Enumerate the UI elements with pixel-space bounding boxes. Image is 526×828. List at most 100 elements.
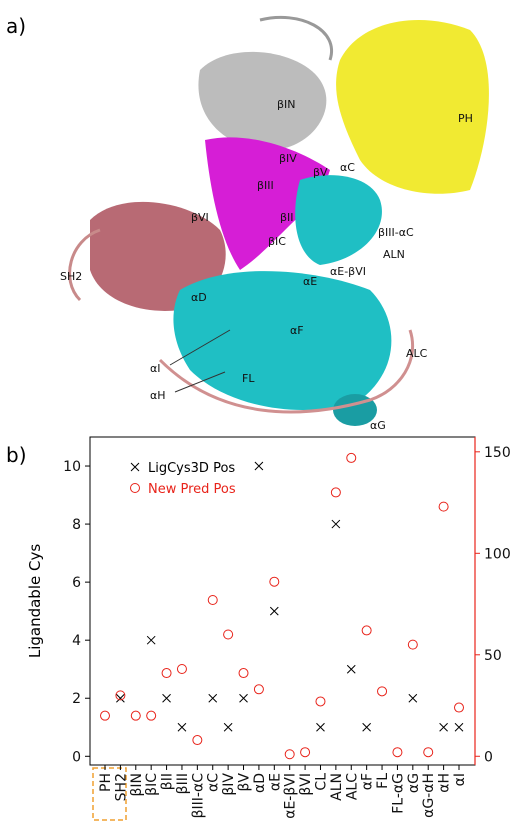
structure-label: αD	[191, 291, 207, 304]
y-tick-label: 8	[72, 517, 81, 533]
x-tick-label: ALC	[344, 773, 360, 800]
x-tick-label: αF	[360, 773, 376, 790]
circle-marker	[146, 710, 157, 721]
highlight-box	[92, 767, 127, 821]
circle-marker	[346, 452, 357, 463]
structure-label: αH	[150, 389, 166, 402]
circle-marker	[407, 639, 418, 650]
circle-marker	[330, 487, 341, 498]
x-tick-label: βII	[160, 773, 176, 790]
y-tick-label: 4	[72, 633, 81, 649]
y-tick-label: 0	[72, 749, 81, 765]
x-tick-label: αG-αH	[421, 773, 437, 818]
circle-marker	[438, 501, 449, 512]
cross-marker	[362, 722, 372, 732]
x-tick-label: αI	[452, 773, 468, 786]
structure-label: αF	[290, 324, 304, 337]
structure-label: αC	[340, 161, 355, 174]
structure-label: PH	[458, 112, 473, 125]
structure-image	[68, 15, 489, 426]
circle-marker	[192, 735, 203, 746]
structure-label: βIC	[268, 235, 286, 248]
x-tick-label: βIC	[144, 773, 160, 796]
circle-marker	[238, 668, 249, 679]
circle-marker	[100, 710, 110, 721]
x-tick-label: αH	[437, 773, 453, 793]
y2-tick-label: 150	[484, 445, 511, 461]
circle-marker	[284, 749, 295, 760]
structure-label: βVI	[191, 211, 209, 224]
x-tick-label: βIII	[175, 773, 191, 794]
circle-marker	[207, 594, 218, 605]
cross-marker	[346, 664, 356, 674]
cross-marker	[146, 635, 156, 645]
x-tick-label: ALN	[329, 773, 345, 801]
y-tick-label: 10	[63, 459, 81, 475]
structure-label: αI	[150, 362, 161, 375]
structure-label: βIII-αC	[378, 226, 414, 239]
x-tick-label: βIV	[221, 773, 237, 796]
cross-marker	[439, 722, 448, 732]
x-tick-label: FL	[375, 773, 391, 789]
x-tick-label: αD	[252, 773, 268, 793]
cross-marker	[208, 693, 218, 703]
panel-label: b)	[6, 443, 27, 467]
cross-marker	[177, 722, 187, 732]
circle-marker	[223, 629, 234, 640]
x-tick-label: FL-αG	[390, 773, 406, 814]
cross-marker	[239, 693, 248, 703]
cross-marker	[316, 722, 325, 732]
structure-label: SH2	[60, 270, 82, 283]
circle-marker	[253, 684, 264, 695]
x-tick-label: αC	[206, 773, 222, 792]
legend-label: New Pred Pos	[148, 482, 236, 497]
circle-marker	[454, 702, 464, 713]
circle-marker	[377, 686, 388, 697]
structure-label: βII	[280, 211, 294, 224]
structure-label: βIN	[277, 98, 296, 111]
legend-label: LigCys3D Pos	[148, 461, 235, 476]
x-tick-label: βVI	[298, 773, 314, 796]
cross-marker	[254, 461, 264, 471]
legend-marker	[130, 462, 140, 472]
structure-label: βIV	[279, 152, 297, 165]
circle-marker	[130, 710, 141, 721]
y-axis-label: Ligandable Cys	[26, 544, 44, 658]
structure-label: ALN	[383, 248, 405, 261]
cross-marker	[162, 693, 171, 703]
circle-marker	[161, 668, 172, 679]
cross-marker	[116, 693, 125, 703]
cross-marker	[331, 519, 341, 529]
circle-marker	[300, 747, 311, 758]
y2-tick-label: 50	[484, 648, 502, 664]
structure-label: αE-βVI	[330, 265, 366, 278]
cross-marker	[269, 606, 279, 616]
x-tick-label: αE	[267, 773, 283, 791]
structure-label: FL	[242, 372, 255, 385]
panel-label: a)	[6, 14, 26, 38]
cross-marker	[223, 722, 233, 732]
cross-marker	[454, 722, 464, 732]
x-tick-label: SH2	[113, 773, 129, 801]
x-tick-label: αE-βVI	[283, 773, 299, 819]
structure-label: βIII	[257, 179, 274, 192]
circle-marker	[361, 625, 372, 636]
structure-label: αE	[303, 275, 317, 288]
circle-marker	[315, 696, 326, 707]
x-tick-label: αG	[406, 773, 422, 793]
y2-tick-label: 0	[484, 749, 493, 765]
x-tick-label: βV	[237, 773, 253, 792]
circle-marker	[115, 690, 126, 701]
x-tick-label: βIII-αC	[190, 773, 206, 819]
legend-marker	[130, 483, 140, 493]
y2-tick-label: 100	[484, 546, 511, 562]
structure-label: ALC	[406, 347, 428, 360]
y-tick-label: 6	[72, 575, 81, 591]
y-tick-label: 2	[72, 691, 81, 707]
x-tick-label: CL	[313, 773, 329, 791]
circle-marker	[176, 663, 187, 674]
circle-marker	[392, 747, 403, 758]
x-tick-label: PH	[98, 773, 114, 792]
